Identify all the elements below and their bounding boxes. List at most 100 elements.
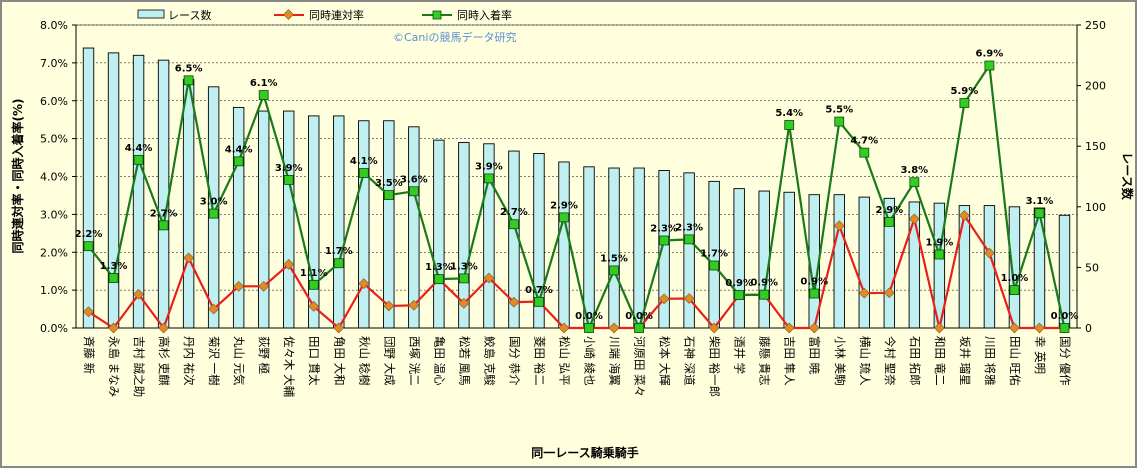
category-label: 石神 深道 [683, 336, 697, 386]
point-rentai [783, 322, 795, 334]
point-rentai [458, 298, 470, 309]
y-tick-label: 7.0% [40, 57, 68, 70]
data-label: 1.3% [100, 261, 128, 272]
data-label: 0.7% [525, 285, 553, 296]
point-nyuchaku [534, 296, 544, 307]
point-nyuchaku [433, 274, 444, 285]
point-rentai [383, 300, 395, 312]
y2-tick-label: 250 [1085, 19, 1106, 32]
category-label: 和田 竜二 [933, 336, 947, 386]
point-rentai [133, 288, 144, 300]
point-nyuchaku [584, 323, 594, 333]
category-label: 松本 大輝 [658, 336, 672, 386]
point-rentai [283, 258, 295, 270]
data-labels: 2.2% 1.3% 4.4% 2.7% 6.5% 3.0% 4.4% 6.1% 3.9% 1.1%… [75, 49, 1079, 322]
point-rentai [808, 322, 820, 334]
bar [182, 79, 195, 329]
category-label: 角田 大和 [332, 336, 346, 386]
point-nyuchaku [784, 120, 795, 130]
legend-label-rentai-rate: 同時連対率 [309, 8, 364, 22]
line-series [83, 60, 1070, 334]
category-label: 川端 海翼 [608, 336, 622, 386]
bar [308, 115, 320, 329]
category-label: 田口 貫太 [307, 336, 321, 386]
point-nyuchaku [208, 208, 219, 219]
point-nyuchaku [233, 156, 244, 167]
bar [107, 52, 120, 329]
data-label: 0.0% [1051, 311, 1079, 322]
bar [157, 59, 170, 329]
legend-marker-nyuchaku [432, 10, 442, 20]
bar [1008, 206, 1021, 329]
bar [958, 205, 971, 329]
bar [858, 196, 870, 329]
data-label: 3.9% [275, 163, 303, 174]
category-label: 松若 風馬 [457, 336, 471, 386]
point-rentai [933, 322, 945, 334]
y-tick-label: 6.0% [40, 95, 68, 108]
data-label: 4.4% [225, 144, 253, 155]
point-nyuchaku [358, 168, 369, 178]
category-label: 佐々木 大輔 [282, 336, 296, 398]
category-label: 田山 旺佑 [1008, 336, 1022, 386]
y-tick-label: 1.0% [40, 284, 68, 297]
category-label: 幸 英明 [1033, 336, 1047, 374]
data-label: 5.9% [951, 86, 979, 97]
data-label: 3.6% [400, 174, 428, 185]
point-nyuchaku [984, 60, 995, 71]
category-label: 吉村 誠之助 [132, 336, 146, 397]
point-nyuchaku [759, 289, 770, 300]
data-label: 1.9% [925, 238, 953, 249]
point-rentai [483, 272, 495, 284]
point-nyuchaku [308, 279, 319, 290]
point-rentai [1009, 322, 1020, 334]
point-nyuchaku [408, 186, 419, 197]
x-axis-title: 同一レース騎乗騎手 [531, 445, 638, 460]
point-rentai [858, 287, 870, 299]
category-label: 富田 暁 [808, 336, 822, 375]
point-nyuchaku [634, 323, 644, 333]
y-tick-label: 4.0% [40, 171, 68, 184]
y-axis-title-left: 同時連対率・同時入着率(%) [10, 99, 25, 254]
point-nyuchaku [108, 273, 119, 283]
bar [232, 106, 245, 329]
y-tick-label: 5.0% [40, 133, 68, 146]
point-nyuchaku [458, 273, 469, 284]
point-nyuchaku [183, 75, 194, 86]
data-label: 5.5% [825, 105, 853, 116]
category-label: 藤懸 貴志 [758, 336, 772, 386]
bar [733, 188, 745, 329]
watermark: ©Caniの競馬データ研究 [393, 30, 516, 44]
y2-tick-label: 200 [1085, 80, 1106, 93]
category-label: 高杉 吏麒 [157, 336, 171, 386]
point-nyuchaku [383, 190, 394, 200]
category-label: 小崎 綾也 [583, 336, 597, 386]
y-tick-label: 2.0% [40, 246, 68, 259]
bar [683, 172, 695, 329]
data-label: 1.3% [425, 262, 453, 273]
legend: レース数 同時連対率 同時入着率 [137, 8, 512, 22]
category-label: 松山 弘平 [558, 336, 572, 386]
category-label: 菱田 裕二 [533, 336, 547, 386]
point-nyuchaku [609, 265, 619, 276]
y2-tick-label: 150 [1085, 140, 1106, 153]
data-label: 2.2% [75, 229, 103, 240]
point-rentai [833, 220, 845, 232]
data-label: 1.5% [600, 253, 628, 264]
point-nyuchaku [333, 258, 344, 269]
category-label: 小林 美駒 [833, 336, 847, 386]
data-label: 1.1% [300, 268, 328, 279]
data-label: 2.9% [875, 205, 903, 216]
point-rentai [508, 296, 520, 308]
point-nyuchaku [258, 90, 269, 100]
point-rentai [333, 322, 345, 334]
data-label: 3.1% [1026, 196, 1054, 207]
bar [383, 120, 395, 329]
point-rentai [959, 210, 970, 221]
category-label: 丸山 元気 [232, 336, 246, 386]
data-label: 4.7% [850, 136, 878, 147]
bar [783, 191, 795, 329]
point-nyuchaku [684, 234, 695, 245]
point-nyuchaku [283, 175, 294, 185]
category-label: 永島 まなみ [107, 336, 121, 397]
